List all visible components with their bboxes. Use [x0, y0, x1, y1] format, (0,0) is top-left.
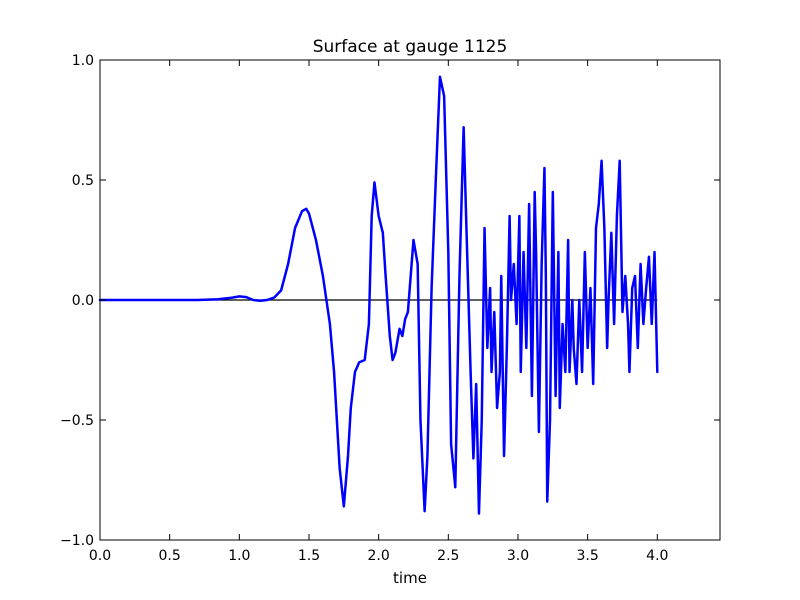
x-tick-label: 0.0	[89, 548, 111, 564]
plot-area	[98, 75, 659, 515]
x-tick-label: 3.5	[577, 548, 599, 564]
x-tick-label: 2.0	[368, 548, 390, 564]
x-tick-label: 4.0	[646, 548, 668, 564]
y-tick-label: −1.0	[60, 533, 94, 549]
plot-frame	[99, 59, 721, 541]
x-tick-label: 1.0	[228, 548, 250, 564]
x-tick-label: 3.0	[507, 548, 529, 564]
x-tick-label: 0.5	[159, 548, 181, 564]
y-tick-label: 0.0	[72, 293, 94, 309]
y-tick-label: 0.5	[72, 173, 94, 189]
axis-ticks: 0.0 0.5 1.0 1.5 2.0 2.5 3.0 3.5 4.0 −1.0 −0.5 0.0 0.…	[60, 53, 720, 564]
y-tick-label: −0.5	[60, 413, 94, 429]
x-tick-label: 1.5	[298, 548, 320, 564]
chart-title: Surface at gauge 1125	[313, 37, 508, 57]
y-tick-label: 1.0	[72, 53, 94, 69]
series-line-0	[98, 75, 659, 515]
x-axis-label: time	[393, 569, 427, 587]
x-tick-label: 2.5	[437, 548, 459, 564]
